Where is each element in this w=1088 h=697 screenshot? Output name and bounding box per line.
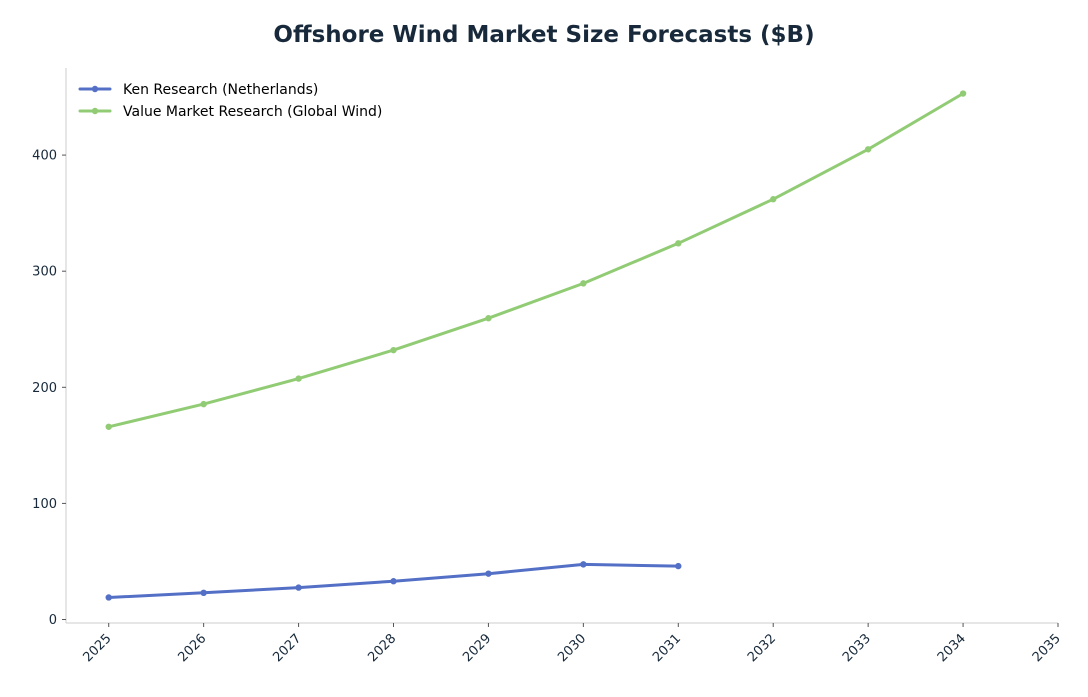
- data-point: [485, 315, 492, 322]
- legend: Ken Research (Netherlands) Value Market R…: [78, 82, 382, 120]
- y-tick-label: 0: [49, 613, 57, 628]
- y-tick-label: 300: [32, 265, 57, 280]
- x-tick-label: 2026: [175, 631, 209, 665]
- data-point: [105, 423, 112, 430]
- legend-label: Value Market Research (Global Wind): [123, 104, 382, 120]
- data-point: [105, 594, 112, 601]
- data-point: [675, 240, 682, 247]
- x-tick-label: 2025: [81, 631, 115, 665]
- x-tick-label: 2035: [1030, 631, 1064, 665]
- legend-item-2: Value Market Research (Global Wind): [78, 104, 382, 120]
- data-point: [770, 196, 777, 203]
- data-point: [959, 90, 967, 97]
- x-tick-label: 2029: [460, 631, 494, 665]
- data-point: [295, 584, 302, 591]
- legend-label: Ken Research (Netherlands): [123, 82, 318, 98]
- y-tick-label: 100: [32, 497, 57, 512]
- data-point: [200, 589, 207, 597]
- x-tick-label: 2032: [745, 631, 779, 665]
- y-tick-label: 400: [32, 149, 57, 164]
- data-point: [390, 346, 397, 354]
- series-lines: [105, 90, 967, 601]
- legend-item-1: Ken Research (Netherlands): [78, 82, 318, 98]
- series-line: [107, 92, 965, 429]
- data-point: [390, 578, 397, 585]
- data-point: [485, 570, 492, 577]
- x-tick-label: 2030: [555, 631, 589, 665]
- series-1: [105, 561, 682, 601]
- y-tick-label: 200: [32, 381, 57, 396]
- data-point: [295, 375, 302, 382]
- data-point: [675, 562, 682, 570]
- axes: 0 100 200 300 400 2025 2026 2027 2028 2029 2030 203…: [32, 68, 1064, 665]
- data-point: [200, 400, 207, 408]
- data-point: [864, 146, 872, 153]
- x-tick-label: 2033: [840, 631, 874, 665]
- x-tick-label: 2031: [650, 631, 684, 665]
- x-tick-label: 2027: [270, 631, 304, 665]
- legend-swatch-marker: [91, 107, 99, 115]
- data-point: [580, 561, 587, 568]
- x-tick-label: 2034: [935, 631, 969, 665]
- legend-swatch-marker: [91, 85, 99, 93]
- x-tick-label: 2028: [365, 631, 399, 665]
- series-2: [105, 90, 967, 430]
- data-point: [580, 280, 587, 287]
- chart-title: Offshore Wind Market Size Forecasts ($B): [273, 22, 815, 48]
